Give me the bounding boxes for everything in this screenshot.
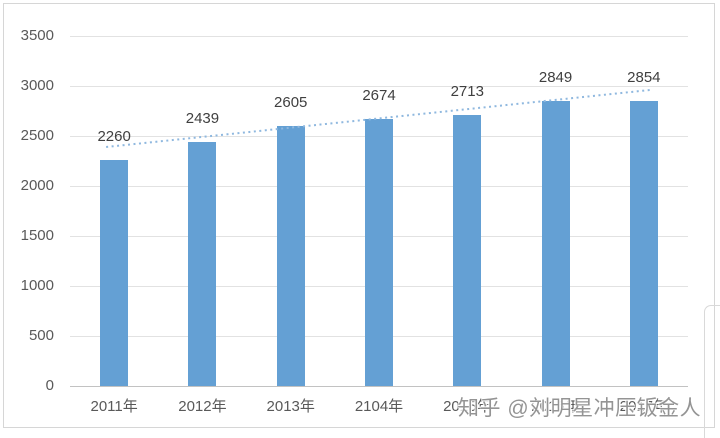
x-axis-baseline <box>70 386 688 387</box>
y-axis-tick-label: 2500 <box>20 127 54 144</box>
chart-border <box>3 3 715 428</box>
x-axis-tick-label: 2104年 <box>354 398 404 415</box>
bar-value-label: 2605 <box>274 93 308 111</box>
x-axis-tick-label: 2015年 <box>443 398 492 415</box>
bar <box>100 160 129 386</box>
y-axis-tick-label: 2000 <box>20 177 54 194</box>
gridline <box>70 86 688 87</box>
bar <box>365 118 393 386</box>
bar <box>541 101 570 386</box>
bar-value-label: 2439 <box>185 110 220 128</box>
bar-value-label: 2849 <box>538 69 573 87</box>
x-axis-tick-label: 2016年 <box>531 398 580 415</box>
y-axis-tick-label: 3500 <box>20 27 54 44</box>
watermark-card-corner <box>704 305 720 438</box>
bar-value-label: 2674 <box>362 86 396 104</box>
y-axis-tick-label: 1000 <box>20 277 54 294</box>
bar <box>188 142 217 386</box>
gridline <box>70 36 688 37</box>
x-axis-tick-label: 2017年 <box>619 398 669 415</box>
bar-value-label: 2260 <box>97 128 131 145</box>
y-axis-tick-label: 3000 <box>20 77 54 94</box>
x-axis-tick-label: 2012年 <box>178 398 227 415</box>
x-axis-tick-label: 2011年 <box>90 398 138 415</box>
bar <box>629 100 658 386</box>
bar-value-label: 2854 <box>627 68 661 86</box>
x-axis-tick-label: 2013年 <box>266 398 315 415</box>
watermark-text: 知乎 @刘明星冲压钣金人 <box>458 397 702 420</box>
bar-value-label: 2713 <box>450 82 484 100</box>
y-axis-tick-label: 1500 <box>20 227 54 244</box>
bar <box>276 125 305 386</box>
bar <box>453 114 482 386</box>
y-axis-tick-label: 0 <box>45 377 54 394</box>
y-axis-tick-label: 500 <box>28 327 54 344</box>
